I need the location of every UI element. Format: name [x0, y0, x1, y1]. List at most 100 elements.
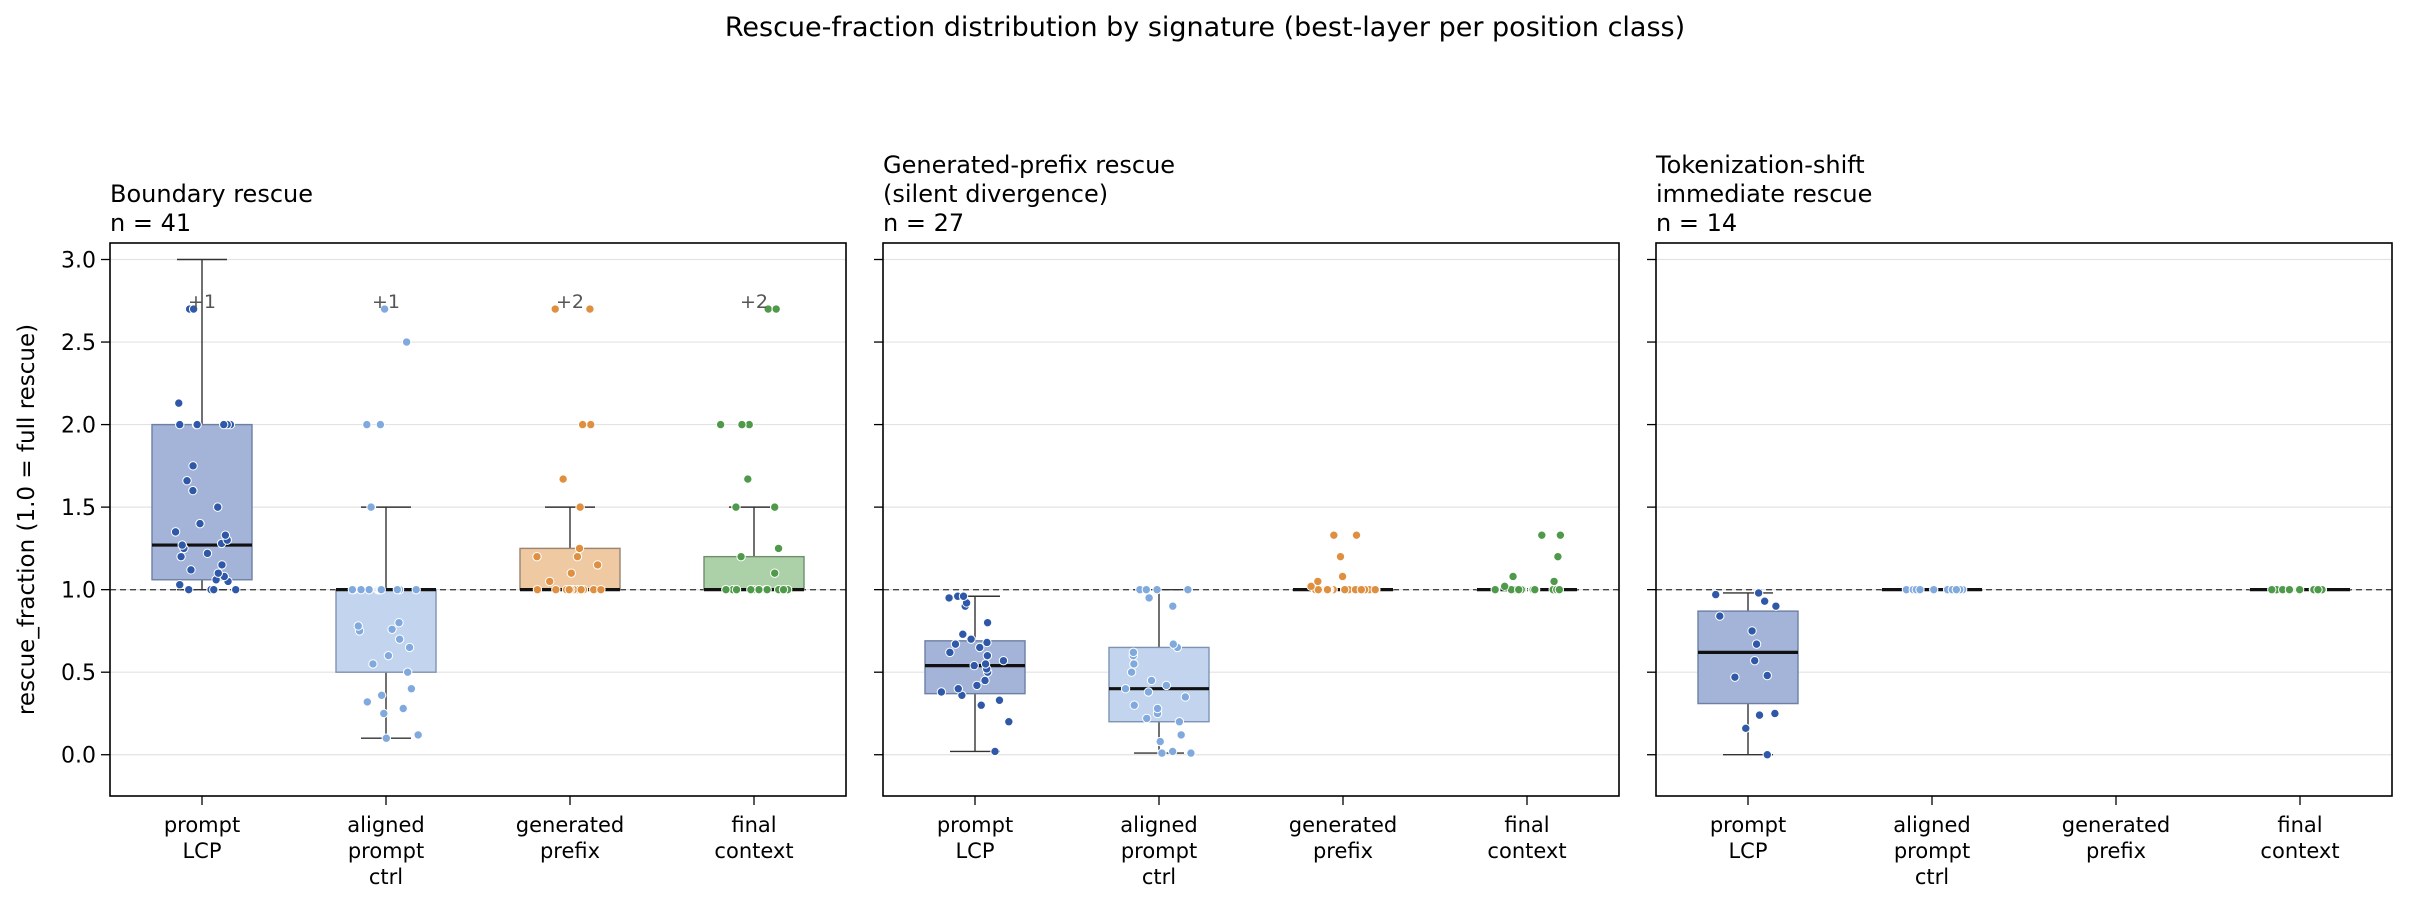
box-iqr — [703, 555, 805, 591]
x-tick-label: ctrl — [369, 865, 403, 889]
data-point — [1142, 713, 1152, 724]
data-point — [576, 584, 586, 595]
box-iqr — [335, 588, 437, 673]
data-point — [737, 419, 747, 430]
data-point — [980, 675, 990, 686]
data-point — [217, 560, 227, 570]
data-point — [1183, 584, 1193, 595]
data-point — [1508, 571, 1518, 582]
x-tick-label: final — [731, 813, 776, 837]
panel-title-line: Generated-prefix rescue — [883, 151, 1175, 179]
data-point — [585, 304, 595, 314]
data-point — [192, 419, 202, 430]
data-point — [1313, 576, 1323, 587]
data-point — [1143, 687, 1154, 697]
data-point — [387, 624, 397, 634]
data-point — [379, 708, 389, 719]
data-point — [566, 568, 577, 578]
data-point — [347, 584, 358, 595]
data-point — [976, 700, 986, 710]
data-point — [188, 304, 199, 314]
box-4 — [1476, 530, 1578, 595]
data-point — [966, 634, 976, 644]
data-point — [353, 621, 363, 631]
data-point — [715, 419, 726, 430]
x-tick-label: final — [1504, 813, 1549, 837]
x-tick-label: prefix — [2086, 839, 2146, 863]
x-tick-label: generated — [1289, 813, 1397, 837]
data-point — [375, 419, 386, 430]
data-point — [177, 540, 187, 550]
x-tick-label: LCP — [182, 839, 221, 863]
box-2 — [1881, 584, 1983, 595]
data-point — [1370, 584, 1380, 595]
data-point — [1152, 584, 1162, 595]
data-point — [778, 584, 789, 595]
data-point — [1730, 672, 1740, 682]
data-point — [406, 684, 417, 694]
data-point — [1929, 584, 1939, 595]
data-point — [953, 684, 963, 694]
data-point — [558, 474, 568, 484]
panel-title-line: n = 41 — [110, 209, 191, 237]
data-point — [1141, 584, 1152, 595]
data-point — [769, 568, 780, 578]
x-tick-label: context — [714, 839, 793, 863]
data-point — [950, 639, 961, 649]
data-point — [368, 659, 378, 669]
data-point — [394, 634, 405, 644]
data-point — [1322, 584, 1333, 595]
data-point — [2313, 584, 2323, 595]
data-point — [990, 746, 1000, 757]
data-point — [392, 584, 403, 595]
x-tick-label: prompt — [348, 839, 424, 863]
data-point — [376, 690, 387, 701]
x-tick-label: prefix — [1313, 839, 1373, 863]
data-point — [577, 419, 588, 430]
data-point — [1144, 593, 1154, 603]
data-point — [1335, 551, 1346, 562]
data-point — [1340, 584, 1350, 595]
data-point — [550, 304, 560, 314]
data-point — [379, 304, 390, 314]
panel-title-line: Tokenization-shift — [1655, 151, 1865, 179]
x-tick-label: context — [1487, 839, 1566, 863]
data-point — [202, 548, 213, 559]
data-point — [184, 584, 194, 595]
panel-title-line: Boundary rescue — [110, 180, 313, 208]
data-point — [1530, 584, 1540, 595]
x-tick-label: aligned — [1893, 813, 1970, 837]
data-point — [994, 695, 1005, 705]
panel-title-line: (silent divergence) — [883, 180, 1108, 208]
data-point — [736, 551, 746, 562]
overflow-label: +2 — [556, 291, 584, 313]
x-tick-label: generated — [2062, 813, 2170, 837]
data-point — [575, 502, 585, 512]
data-point — [944, 593, 954, 603]
data-point — [398, 703, 408, 714]
x-tick-label: generated — [516, 813, 624, 837]
data-point — [213, 502, 223, 512]
overflow-label: +1 — [188, 291, 216, 313]
x-tick-label: ctrl — [1142, 865, 1176, 889]
data-point — [366, 502, 376, 512]
data-point — [381, 733, 392, 743]
data-point — [383, 650, 394, 661]
data-point — [982, 650, 993, 661]
x-tick-label: prompt — [1121, 839, 1197, 863]
data-point — [188, 461, 198, 471]
box-1 — [1697, 588, 1799, 760]
x-tick-label: LCP — [1728, 839, 1767, 863]
data-point — [982, 617, 993, 628]
panel-2: Generated-prefix rescue(silent divergenc… — [874, 151, 1620, 889]
data-point — [746, 584, 756, 595]
y-axis-label: rescue_fraction (1.0 = full rescue) — [14, 324, 40, 715]
data-point — [564, 584, 574, 595]
data-point — [1157, 748, 1167, 758]
data-point — [1167, 746, 1178, 757]
data-point — [356, 584, 366, 595]
box-1: +1 — [151, 258, 253, 595]
box-4: +2 — [703, 291, 805, 595]
panel-title-line: immediate rescue — [1656, 180, 1872, 208]
